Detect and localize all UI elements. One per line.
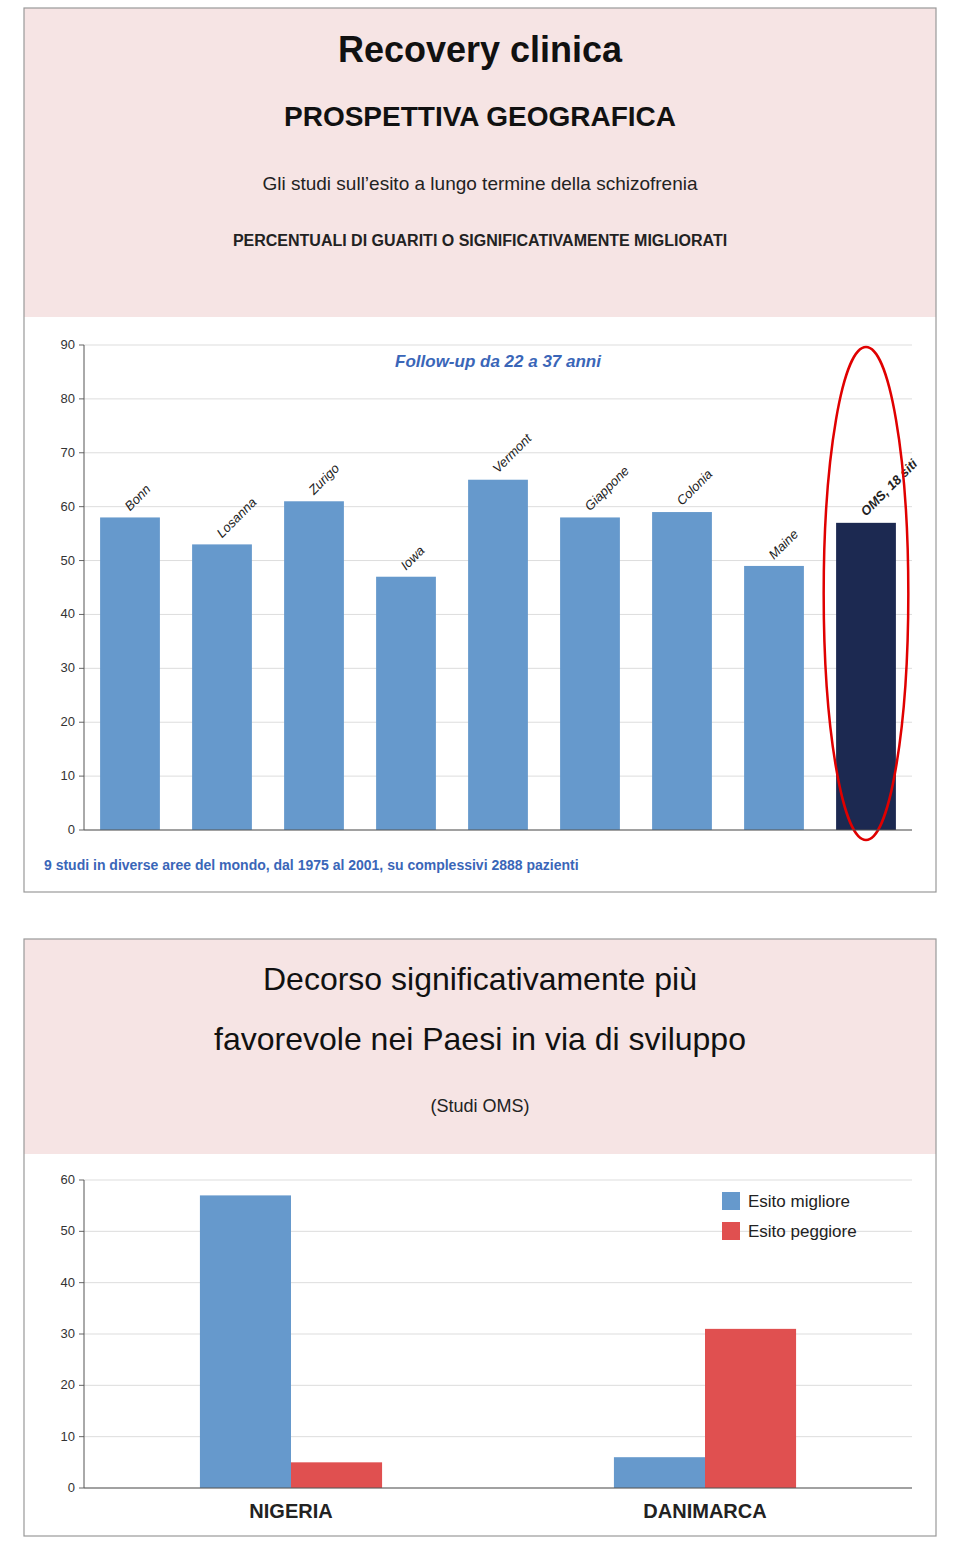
annotation: Follow-up da 22 a 37 anni <box>395 352 602 371</box>
subtitle: (Studi OMS) <box>430 1096 529 1116</box>
tick-mark <box>79 1231 84 1232</box>
labels: NIGERIA DANIMARCA <box>249 1500 766 1522</box>
chart-border <box>24 939 936 1536</box>
bar <box>560 517 620 830</box>
subtitle: PERCENTUALI DI GUARITI O SIGNIFICATIVAME… <box>233 232 727 249</box>
tick-mark <box>79 1180 84 1181</box>
category-label: Vermont <box>490 430 536 476</box>
tick-mark <box>79 668 84 669</box>
annotation: 9 studi in diverse aree del mondo, dal 1… <box>44 857 579 873</box>
canvas: Recovery clinica PROSPETTIVA GEOGRAFICA Gl… <box>0 0 960 1552</box>
marks <box>100 480 896 830</box>
grid-line <box>84 398 912 399</box>
grid-line <box>84 1180 912 1181</box>
marks <box>200 1195 796 1488</box>
bar <box>744 566 804 830</box>
category-label: DANIMARCA <box>643 1500 766 1522</box>
category-label: Zurigo <box>305 461 342 498</box>
chart: Recovery clinica PROSPETTIVA GEOGRAFICA Gl… <box>24 8 936 892</box>
tick-mark <box>79 1282 84 1283</box>
title-panel <box>24 939 936 1154</box>
bar <box>836 523 896 830</box>
bar <box>200 1195 291 1488</box>
tick-mark <box>79 398 84 399</box>
bar <box>468 480 528 830</box>
tick-mark <box>79 1334 84 1335</box>
legend-label: Esito migliore <box>748 1192 850 1211</box>
y-axis <box>84 1180 85 1488</box>
x-axis <box>84 1488 912 1489</box>
bar <box>284 501 344 830</box>
category-label: NIGERIA <box>249 1500 332 1522</box>
grid-line <box>84 1488 912 1489</box>
category-label: OMS, 18 siti <box>858 456 921 519</box>
tick-label: 30 <box>61 1326 75 1341</box>
category-label: Losanna <box>214 495 260 541</box>
highlight-ellipse <box>824 347 909 840</box>
tick-mark <box>79 776 84 777</box>
grid-line <box>84 345 912 346</box>
category-label: Iowa <box>398 543 428 573</box>
bar <box>652 512 712 830</box>
tick-label: 0 <box>68 822 75 837</box>
tick-label: 50 <box>61 1223 75 1238</box>
legend: Esito migliore Esito peggiore <box>722 1192 857 1241</box>
x-axis <box>84 830 912 831</box>
category-label: Bonn <box>122 481 154 513</box>
title: Recovery clinica <box>338 29 623 70</box>
tick-label: 10 <box>61 1429 75 1444</box>
tick-label: 40 <box>61 606 75 621</box>
chart-border <box>24 8 936 892</box>
tick-mark <box>79 614 84 615</box>
title: PROSPETTIVA GEOGRAFICA <box>284 101 676 132</box>
tick-mark <box>79 1436 84 1437</box>
tick-mark <box>79 722 84 723</box>
tick-label: 10 <box>61 768 75 783</box>
tick-label: 20 <box>61 1377 75 1392</box>
bar <box>705 1329 796 1488</box>
tick-label: 70 <box>61 445 75 460</box>
grid-line <box>84 830 912 831</box>
tick-label: 60 <box>61 499 75 514</box>
bar <box>100 517 160 830</box>
bar <box>192 544 252 830</box>
legend-label: Esito peggiore <box>748 1222 857 1241</box>
tick-label: 30 <box>61 660 75 675</box>
tick-label: 60 <box>61 1172 75 1187</box>
y-axis <box>84 345 85 830</box>
chart: Decorso significativamente più favorevole… <box>24 939 936 1536</box>
tick-mark <box>79 1488 84 1489</box>
title: Decorso significativamente più <box>263 961 697 997</box>
category-label: Maine <box>766 526 802 562</box>
tick-mark <box>79 560 84 561</box>
bar <box>291 1462 382 1488</box>
tick-label: 0 <box>68 1480 75 1495</box>
tick-mark <box>79 452 84 453</box>
title-panel <box>24 8 936 317</box>
tick-label: 90 <box>61 337 75 352</box>
title: favorevole nei Paesi in via di sviluppo <box>214 1021 746 1057</box>
tick-label: 20 <box>61 714 75 729</box>
category-label: Giappone <box>582 463 632 513</box>
page: Recovery clinica PROSPETTIVA GEOGRAFICA Gl… <box>0 0 960 1552</box>
bar <box>376 577 436 830</box>
legend-swatch <box>722 1222 740 1240</box>
tick-mark <box>79 830 84 831</box>
tick-label: 80 <box>61 391 75 406</box>
tick-mark <box>79 506 84 507</box>
tick-mark <box>79 1385 84 1386</box>
tick-mark <box>79 345 84 346</box>
legend-swatch <box>722 1192 740 1210</box>
labels: Bonn Losanna Zurigo Iowa Vermont Giappone Colo… <box>44 352 921 873</box>
bar <box>614 1457 705 1488</box>
grid-line <box>84 452 912 453</box>
tick-label: 40 <box>61 1275 75 1290</box>
category-label: Colonia <box>674 466 716 508</box>
subtitle: Gli studi sull’esito a lungo termine del… <box>262 173 698 194</box>
tick-label: 50 <box>61 553 75 568</box>
